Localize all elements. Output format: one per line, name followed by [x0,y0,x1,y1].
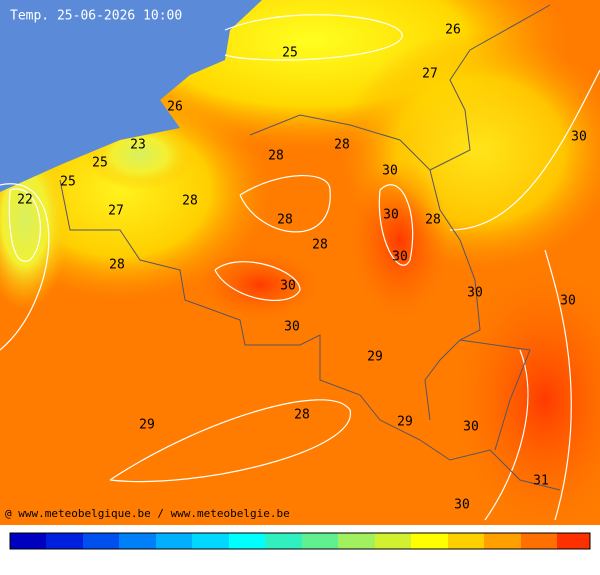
contour-label: 30 [463,420,479,435]
contour-label: 26 [167,100,183,115]
contour-label: 30 [382,164,398,179]
contour-label: 30 [571,130,587,145]
color-scale [9,532,591,550]
contour-labels: 25 26 27 26 23 25 25 22 28 28 30 30 28 27 28 28 28 30 28 30… [17,23,587,513]
contour-label: 30 [454,498,470,513]
contour-label: 22 [17,193,33,208]
contour-label: 26 [445,23,461,38]
map-title: Temp. 25-06-2026 10:00 [10,9,182,24]
credit: @ www.meteobelgique.be / www.meteobelgie… [5,507,290,520]
contour-label: 28 [425,213,441,228]
contour-label: 30 [467,286,483,301]
contour-label: 27 [422,67,438,82]
contour-label: 28 [277,213,293,228]
contour-label: 29 [397,415,413,430]
contour-label: 25 [282,46,298,61]
contour-label: 25 [92,156,108,171]
contour-label: 29 [367,350,383,365]
contour-label: 30 [383,208,399,223]
contour-label: 31 [533,474,549,489]
contour-label: 27 [108,204,124,219]
contour-label: 28 [109,258,125,273]
contour-label: 25 [60,175,76,190]
contour-label: 29 [139,418,155,433]
contour-label: 30 [560,294,576,309]
contour-label: 30 [284,320,300,335]
contour-label: 28 [312,238,328,253]
contour-label: 30 [392,250,408,265]
contour-label: 28 [182,194,198,209]
contour-label: 23 [130,138,146,153]
contour-label: 30 [280,279,296,294]
contour-label: 28 [294,408,310,423]
contour-label: 28 [334,138,350,153]
map-field [0,0,600,530]
contour-label: 28 [268,149,284,164]
